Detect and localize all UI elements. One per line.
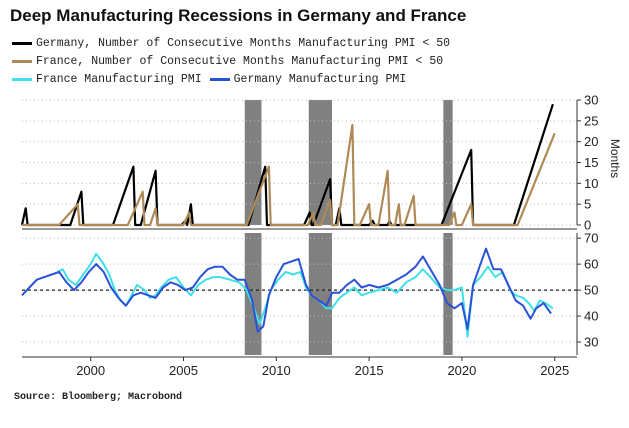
xtick-label-2000: 2000 bbox=[76, 363, 105, 378]
ytick-label-top-10: 10 bbox=[584, 176, 598, 191]
source-note: Source: Bloomberg; Macrobond bbox=[14, 392, 183, 403]
ytick-label-bottom-40: 40 bbox=[584, 309, 598, 324]
series-line-bottom-0 bbox=[56, 252, 554, 338]
series-line-top-0 bbox=[20, 103, 554, 227]
ytick-label-bottom-30: 30 bbox=[584, 335, 598, 350]
legend-swatch-france-pmi bbox=[12, 78, 32, 81]
legend-swatch-france-months bbox=[12, 60, 32, 63]
legend-label-france-pmi: France Manufacturing PMI bbox=[36, 73, 202, 86]
ytick-label-bottom-60: 60 bbox=[584, 257, 598, 272]
recession-band-bottom-2 bbox=[443, 233, 453, 355]
ytick-label-top-25: 25 bbox=[584, 113, 598, 128]
xtick-label-2020: 2020 bbox=[447, 363, 476, 378]
ytick-label-bottom-50: 50 bbox=[584, 283, 598, 298]
xtick-label-2015: 2015 bbox=[355, 363, 384, 378]
chart-title: Deep Manufacturing Recessions in Germany… bbox=[10, 6, 467, 25]
legend-row-germany-months: Germany, Number of Consecutive Months Ma… bbox=[12, 37, 450, 50]
recession-band-top-2 bbox=[443, 100, 453, 225]
legend-row-france-months: France, Number of Consecutive Months Man… bbox=[12, 55, 443, 68]
legend-swatch-germany-pmi bbox=[209, 78, 230, 81]
ytick-label-top-0: 0 bbox=[584, 218, 591, 233]
ytick-label-top-15: 15 bbox=[584, 155, 598, 170]
ytick-label-top-20: 20 bbox=[584, 134, 598, 149]
recession-band-top-1 bbox=[308, 100, 332, 225]
xtick-label-2005: 2005 bbox=[169, 363, 198, 378]
ytick-label-bottom-70: 70 bbox=[584, 231, 598, 246]
legend-label-germany-pmi: Germany Manufacturing PMI bbox=[233, 73, 407, 86]
xtick-label-2025: 2025 bbox=[540, 363, 569, 378]
series-line-bottom-1 bbox=[21, 247, 552, 333]
recession-band-bottom-1 bbox=[308, 233, 332, 355]
ytick-label-top-30: 30 bbox=[584, 93, 598, 108]
xtick-label-2010: 2010 bbox=[262, 363, 291, 378]
ytick-label-top-5: 5 bbox=[584, 197, 591, 212]
series-line-top-1 bbox=[22, 123, 556, 227]
legend-label-france-months: France, Number of Consecutive Months Man… bbox=[36, 55, 444, 68]
ylabel-top: Months bbox=[608, 139, 622, 178]
legend-swatch-germany-months bbox=[12, 42, 32, 45]
legend-row-pmi: France Manufacturing PMI Germany Manufac… bbox=[12, 73, 406, 86]
legend-label-germany-months: Germany, Number of Consecutive Months Ma… bbox=[36, 37, 451, 50]
